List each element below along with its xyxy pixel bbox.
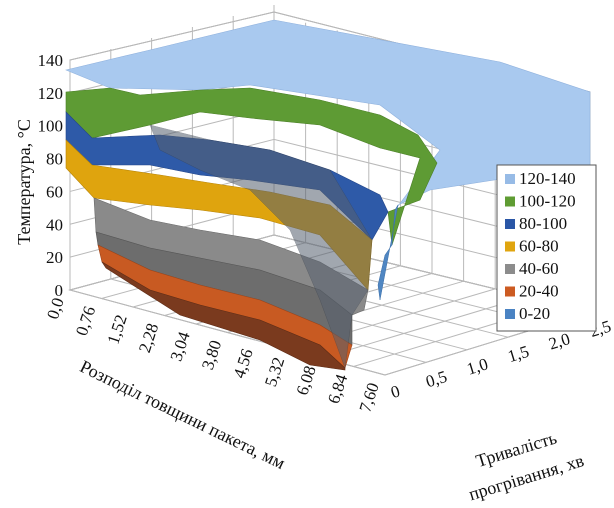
x-tick-label: 6,08	[293, 363, 320, 397]
legend-entry-label: 100-120	[519, 192, 576, 211]
legend: 120-140 100-120 80-100 60-80 40-60 20-40 0-20	[496, 164, 597, 332]
x-tick-label: 6,84	[324, 371, 351, 406]
z-tick-label: 0	[55, 281, 64, 300]
x-tick-label: 1,52	[104, 312, 131, 346]
z-tick-label: 20	[46, 248, 63, 267]
legend-entry-label: 40-60	[519, 259, 559, 278]
z-tick-label: 80	[46, 150, 63, 169]
surface-right-drop	[377, 204, 399, 301]
temperature-surface	[65, 19, 591, 371]
z-axis-ticks: 0 20 40 60 80 100 120 140	[38, 51, 64, 300]
y-tick-label: 1,5	[505, 342, 531, 366]
x-tick-label: 3,80	[198, 338, 225, 372]
x-tick-label: 0,76	[72, 304, 99, 338]
legend-entry-label: 80-100	[519, 214, 567, 233]
legend-swatch	[505, 174, 515, 184]
x-tick-label: 7,60	[356, 380, 383, 414]
surface-band-0-20	[101, 261, 346, 371]
x-tick-label: 4,56	[230, 346, 257, 380]
legend-swatch	[505, 309, 515, 319]
legend-entry-label: 120-140	[519, 169, 576, 188]
x-grid-line	[321, 296, 527, 359]
legend-swatch	[505, 264, 515, 274]
x-tick-label: 2,28	[135, 321, 162, 355]
z-tick-label: 60	[46, 182, 63, 201]
legend-entry-label: 0-20	[519, 304, 550, 323]
x-tick-label: 3,04	[167, 329, 194, 364]
x-axis-title: Розподіл товщини пакета, мм	[77, 356, 289, 473]
surface-front-face	[149, 124, 373, 369]
legend-entry-label: 20-40	[519, 282, 559, 301]
y-tick-label: 0	[389, 381, 403, 402]
y-tick-label: 2,0	[546, 329, 572, 353]
z-tick-label: 40	[46, 215, 63, 234]
legend-swatch	[505, 286, 515, 297]
x-tick-label: 5,32	[261, 355, 288, 389]
z-tick-label: 140	[38, 51, 64, 70]
z-axis-title: Температура, °C	[14, 119, 34, 245]
legend-swatch	[505, 196, 515, 207]
x-tick-label: 0,0	[43, 295, 68, 321]
legend-swatch	[505, 219, 515, 229]
legend-entry-label: 60-80	[519, 237, 559, 256]
y-tick-label: 0,5	[423, 367, 449, 391]
y-tick-label: 1,0	[464, 354, 490, 378]
z-tick-label: 100	[38, 117, 64, 136]
legend-swatch	[505, 241, 515, 252]
z-tick-label: 120	[38, 84, 64, 103]
